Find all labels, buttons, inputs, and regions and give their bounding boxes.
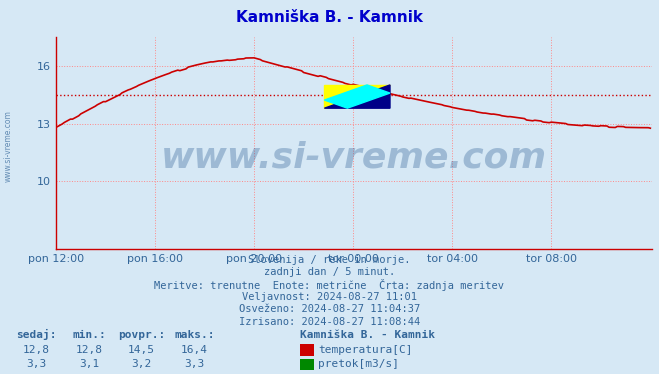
Text: 3,2: 3,2 (132, 359, 152, 369)
Text: www.si-vreme.com: www.si-vreme.com (3, 110, 13, 182)
Text: min.:: min.: (72, 331, 106, 340)
Text: Osveženo: 2024-08-27 11:04:37: Osveženo: 2024-08-27 11:04:37 (239, 304, 420, 314)
Text: maks.:: maks.: (174, 331, 215, 340)
Polygon shape (324, 85, 390, 108)
Text: temperatura[C]: temperatura[C] (318, 345, 413, 355)
Text: 3,1: 3,1 (79, 359, 99, 369)
Text: zadnji dan / 5 minut.: zadnji dan / 5 minut. (264, 267, 395, 277)
Text: 16,4: 16,4 (181, 345, 208, 355)
Text: 3,3: 3,3 (26, 359, 46, 369)
Text: 12,8: 12,8 (76, 345, 102, 355)
Text: Kamniška B. - Kamnik: Kamniška B. - Kamnik (300, 331, 435, 340)
Text: 3,3: 3,3 (185, 359, 204, 369)
Text: Meritve: trenutne  Enote: metrične  Črta: zadnja meritev: Meritve: trenutne Enote: metrične Črta: … (154, 279, 505, 291)
Text: Veljavnost: 2024-08-27 11:01: Veljavnost: 2024-08-27 11:01 (242, 292, 417, 302)
Text: www.si-vreme.com: www.si-vreme.com (161, 141, 547, 175)
Text: pretok[m3/s]: pretok[m3/s] (318, 359, 399, 369)
Text: Izrisano: 2024-08-27 11:08:44: Izrisano: 2024-08-27 11:08:44 (239, 317, 420, 327)
Text: povpr.:: povpr.: (118, 331, 165, 340)
Polygon shape (324, 85, 390, 108)
Text: 14,5: 14,5 (129, 345, 155, 355)
Text: 12,8: 12,8 (23, 345, 49, 355)
Polygon shape (324, 85, 390, 108)
Text: Kamniška B. - Kamnik: Kamniška B. - Kamnik (236, 10, 423, 25)
Text: Slovenija / reke in morje.: Slovenija / reke in morje. (248, 255, 411, 265)
Text: sedaj:: sedaj: (16, 329, 57, 340)
